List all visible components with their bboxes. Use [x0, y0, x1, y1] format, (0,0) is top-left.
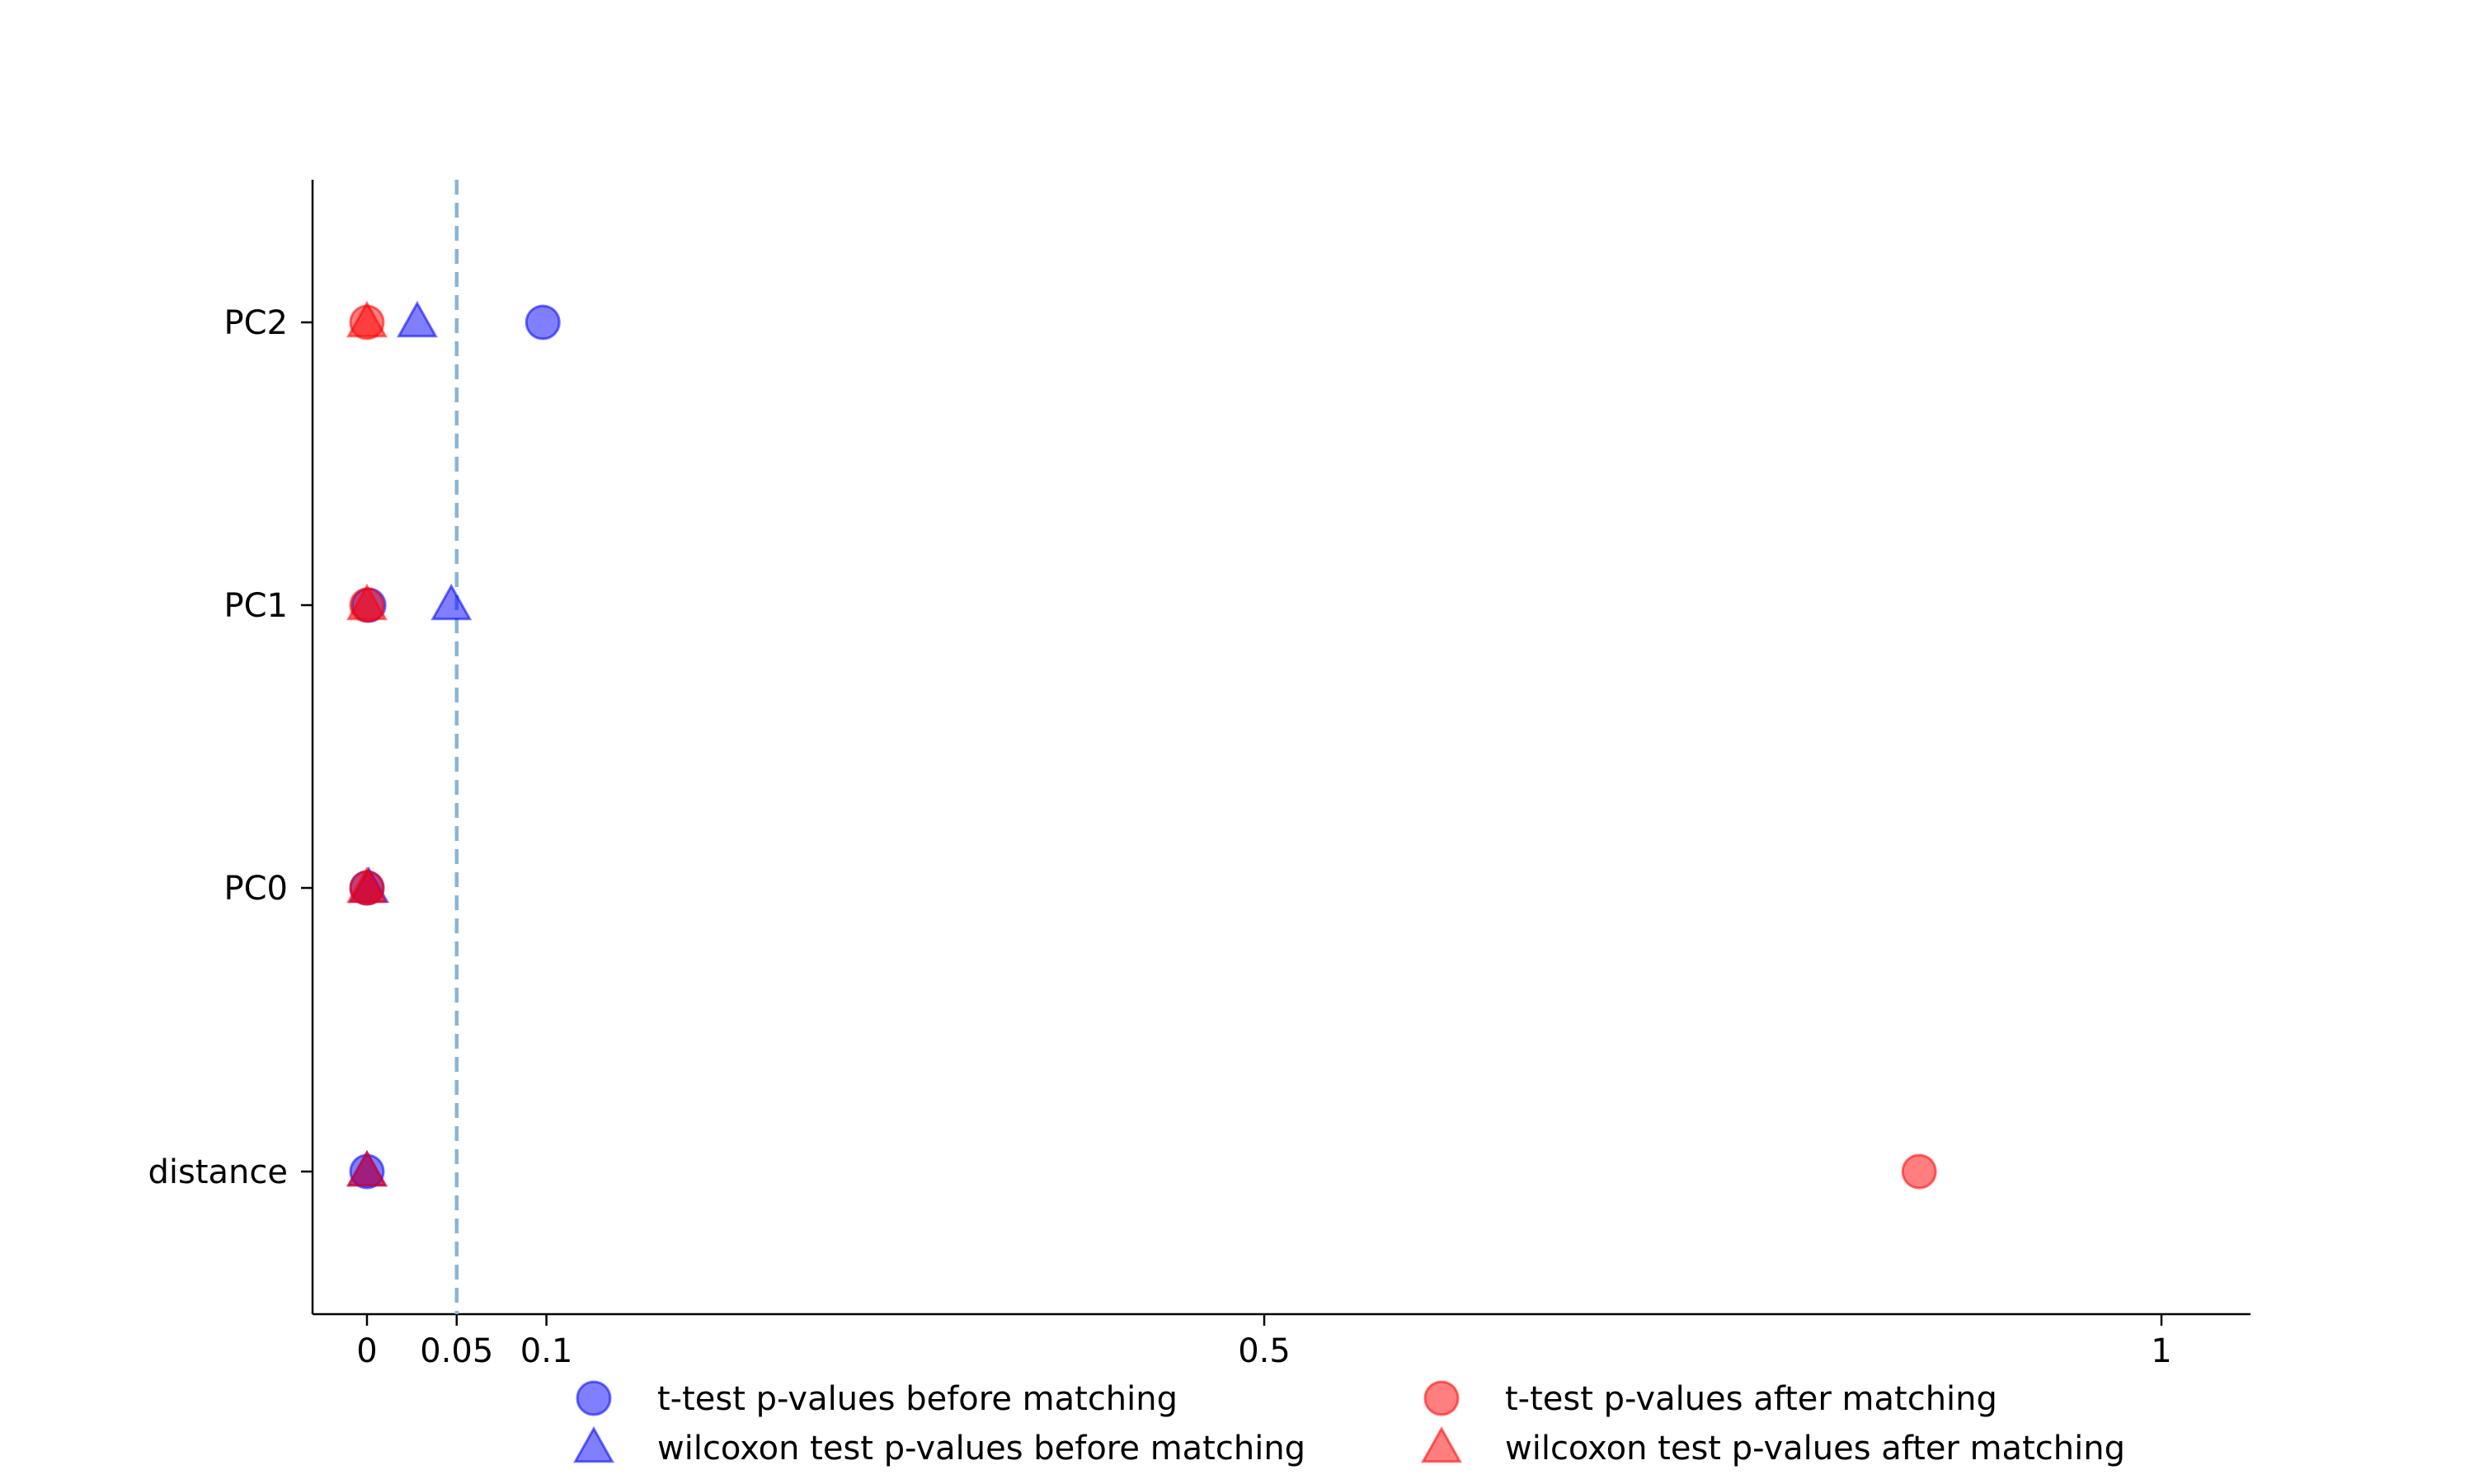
- point-s0-PC2: [524, 304, 561, 340]
- y-tick-label: PC0: [224, 870, 289, 908]
- legend-label: t-test p-values before matching: [657, 1380, 1178, 1418]
- data-points: [346, 300, 1937, 1190]
- x-tick-label: 0.5: [1238, 1332, 1291, 1370]
- point-s1-PC2: [396, 300, 438, 338]
- legend-marker-0: [576, 1380, 612, 1416]
- x-tick-label: 0.1: [520, 1332, 573, 1370]
- axes: distance PC0 PC1 PC2 0 0.05 0.1 0.5 1: [148, 180, 2251, 1370]
- y-tick-label: PC1: [224, 587, 289, 625]
- point-s3-distance: [346, 1149, 388, 1187]
- x-tick-label: 1: [2151, 1332, 2171, 1370]
- point-s3-PC2: [346, 300, 388, 338]
- point-s2-distance: [1901, 1153, 1937, 1190]
- legend-marker-1: [573, 1425, 614, 1463]
- legend-marker-3: [1421, 1425, 1462, 1463]
- legend-label: wilcoxon test p-values before matching: [657, 1430, 1305, 1468]
- point-s3-PC0: [346, 866, 388, 904]
- legend-label: wilcoxon test p-values after matching: [1505, 1430, 2125, 1468]
- legend-label: t-test p-values after matching: [1505, 1380, 1997, 1418]
- legend: t-test p-values before matching wilcoxon …: [573, 1380, 2125, 1468]
- y-tick-label: distance: [148, 1153, 289, 1191]
- point-s1-PC1: [430, 583, 473, 621]
- legend-marker-2: [1423, 1380, 1460, 1416]
- x-tick-label: 0: [356, 1332, 377, 1370]
- y-tick-label: PC2: [224, 304, 289, 342]
- point-s3-PC1: [346, 583, 388, 621]
- x-tick-label: 0.05: [420, 1332, 493, 1370]
